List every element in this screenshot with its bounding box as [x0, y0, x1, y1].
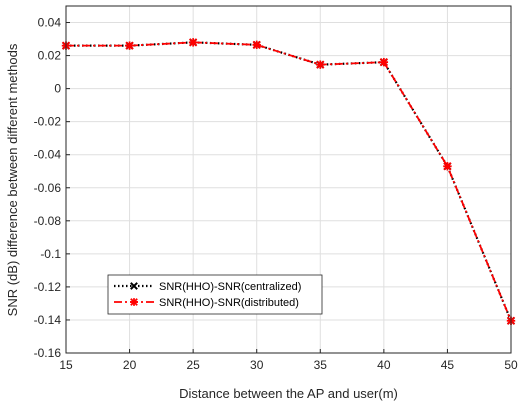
- x-tick-label: 25: [186, 358, 200, 372]
- data-point: [443, 162, 452, 171]
- y-tick-label: -0.14: [34, 313, 62, 327]
- x-tick-label: 45: [441, 358, 455, 372]
- y-tick-label: -0.08: [34, 214, 62, 228]
- legend-box: [107, 274, 323, 315]
- y-tick-label: -0.16: [34, 346, 62, 360]
- y-tick-label: -0.12: [34, 280, 62, 294]
- plot-frame: [65, 5, 512, 354]
- legend-marker-sample: [130, 282, 138, 290]
- x-tick-label: 15: [59, 358, 73, 372]
- y-tick-label: -0.02: [34, 115, 62, 129]
- x-axis-label: Distance between the AP and user(m): [179, 386, 398, 401]
- data-point: [316, 60, 325, 69]
- y-tick-label: 0.04: [38, 16, 62, 30]
- data-point: [252, 40, 261, 50]
- y-axis-ticks: 0.04 0.02 0 -0.02 -0.04 -0.06 -0.08 -0.1 -0.12 -0…: [34, 16, 70, 360]
- legend: SNR(HHO)-SNR(centralized) SNR(HHO)-SNR(d…: [107, 274, 323, 315]
- y-tick-label: -0.04: [34, 148, 62, 162]
- y-tick-label: 0.02: [38, 49, 62, 63]
- data-point: [379, 57, 389, 67]
- data-point: [188, 38, 198, 47]
- x-tick-label: 40: [377, 358, 391, 372]
- series-line: [66, 41, 512, 322]
- y-tick-label: -0.1: [40, 247, 61, 261]
- legend-label-centralized: SNR(HHO)-SNR(centralized): [159, 281, 301, 293]
- x-tick-label: 50: [504, 358, 518, 372]
- x-tick-label: 35: [314, 358, 328, 372]
- x-tick-label: 30: [250, 358, 264, 372]
- legend-label-distributed: SNR(HHO)-SNR(distributed): [159, 297, 299, 309]
- y-axis-label: SNR (dB) difference between different me…: [5, 43, 20, 316]
- data-point: [125, 41, 134, 50]
- y-tick-label: -0.06: [34, 181, 62, 195]
- x-axis-ticks: 15 20 25 30 35 40 45 50: [59, 349, 518, 372]
- legend-marker-sample: [130, 298, 138, 306]
- x-tick-label: 20: [123, 358, 137, 372]
- y-tick-label: 0: [54, 82, 61, 96]
